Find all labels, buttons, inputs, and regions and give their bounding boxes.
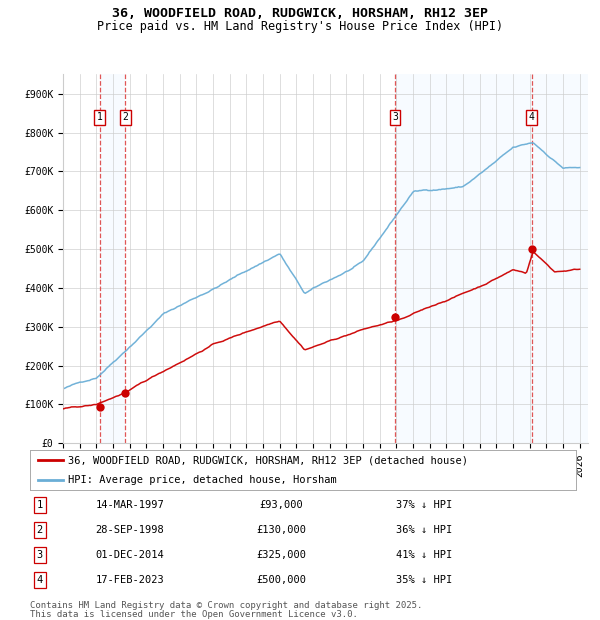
Bar	[532, 74, 588, 443]
Text: 3: 3	[37, 550, 43, 560]
Text: £500,000: £500,000	[256, 575, 306, 585]
Text: 36% ↓ HPI: 36% ↓ HPI	[396, 525, 452, 535]
Text: £325,000: £325,000	[256, 550, 306, 560]
Bar	[395, 74, 532, 443]
Text: 1: 1	[37, 500, 43, 510]
Text: Contains HM Land Registry data © Crown copyright and database right 2025.: Contains HM Land Registry data © Crown c…	[30, 601, 422, 611]
Text: This data is licensed under the Open Government Licence v3.0.: This data is licensed under the Open Gov…	[30, 610, 358, 619]
Text: 28-SEP-1998: 28-SEP-1998	[95, 525, 164, 535]
Text: 01-DEC-2014: 01-DEC-2014	[95, 550, 164, 560]
Text: Price paid vs. HM Land Registry's House Price Index (HPI): Price paid vs. HM Land Registry's House …	[97, 20, 503, 33]
Text: 17-FEB-2023: 17-FEB-2023	[95, 575, 164, 585]
Text: 4: 4	[37, 575, 43, 585]
Text: 36, WOODFIELD ROAD, RUDGWICK, HORSHAM, RH12 3EP (detached house): 36, WOODFIELD ROAD, RUDGWICK, HORSHAM, R…	[68, 455, 468, 466]
Text: 4: 4	[529, 112, 535, 122]
Text: 2: 2	[37, 525, 43, 535]
Text: 3: 3	[392, 112, 398, 122]
Text: HPI: Average price, detached house, Horsham: HPI: Average price, detached house, Hors…	[68, 475, 337, 485]
Text: 35% ↓ HPI: 35% ↓ HPI	[396, 575, 452, 585]
Text: £130,000: £130,000	[256, 525, 306, 535]
Text: 37% ↓ HPI: 37% ↓ HPI	[396, 500, 452, 510]
Text: 41% ↓ HPI: 41% ↓ HPI	[396, 550, 452, 560]
Bar	[100, 74, 125, 443]
Text: £93,000: £93,000	[259, 500, 303, 510]
Text: 36, WOODFIELD ROAD, RUDGWICK, HORSHAM, RH12 3EP: 36, WOODFIELD ROAD, RUDGWICK, HORSHAM, R…	[112, 7, 488, 20]
Text: 1: 1	[97, 112, 103, 122]
Text: 14-MAR-1997: 14-MAR-1997	[95, 500, 164, 510]
Text: 2: 2	[122, 112, 128, 122]
